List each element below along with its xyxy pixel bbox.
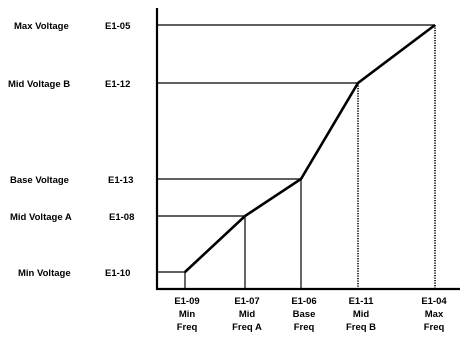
freq-mid-b-param: E1-11 [349,296,375,307]
freq-label-base: E1-06 Base Freq [291,296,316,333]
label-base-voltage-param: E1-13 [108,175,133,186]
freq-mid-b-line2: Freq B [346,322,376,333]
freq-min-line2: Freq [177,322,198,333]
freq-label-mid-b: E1-11 Mid Freq B [346,296,376,333]
voltage-guides [157,24,435,273]
freq-min-param: E1-09 [174,296,199,307]
frequency-guides [184,25,436,289]
label-mid-voltage-b-name: Mid Voltage B [8,79,70,90]
freq-mid-a-param: E1-07 [234,296,259,307]
voltage-labels: Max Voltage E1-05 Mid Voltage B E1-12 Ba… [8,21,134,279]
label-mid-voltage-a-param: E1-08 [109,212,134,223]
frequency-labels: E1-09 Min Freq E1-07 Mid Freq A E1-06 Ba… [174,296,447,333]
freq-base-line1: Base [293,309,316,320]
label-min-voltage-name: Min Voltage [18,268,71,279]
label-max-voltage-param: E1-05 [105,21,131,32]
freq-max-line2: Freq [424,322,445,333]
freq-label-mid-a: E1-07 Mid Freq A [232,296,262,333]
freq-mid-b-line1: Mid [353,309,370,320]
label-mid-voltage-a-name: Mid Voltage A [10,212,72,223]
freq-base-line2: Freq [294,322,315,333]
freq-min-line1: Min [179,309,196,320]
label-base-voltage-name: Base Voltage [10,175,69,186]
freq-base-param: E1-06 [291,296,316,307]
label-mid-voltage-b-param: E1-12 [105,79,130,90]
freq-mid-a-line1: Mid [239,309,256,320]
freq-max-line1: Max [425,309,444,320]
freq-max-param: E1-04 [421,296,447,307]
freq-label-max: E1-04 Max Freq [421,296,447,333]
vf-curve [184,23,436,273]
freq-label-min: E1-09 Min Freq [174,296,199,333]
label-min-voltage-param: E1-10 [105,268,130,279]
label-max-voltage-name: Max Voltage [14,21,69,32]
freq-mid-a-line2: Freq A [232,322,262,333]
axes [155,8,460,291]
